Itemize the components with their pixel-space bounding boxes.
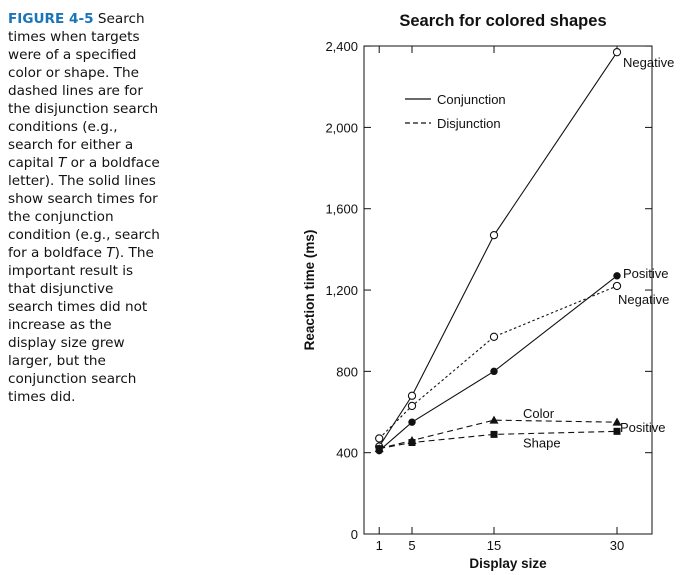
data-point-open-circle [375,434,384,443]
series-layer: Negative Positive Negative Color Shape [374,48,674,455]
plot-frame [363,45,653,535]
figure-caption: FIGURE 4-5 Search times when targets wer… [8,10,160,406]
data-point-open-circle [612,48,622,57]
y-tick-label: 800 [336,364,358,379]
caption-text-2: or a boldface letter). The solid lines s… [8,155,160,261]
x-tick-label: 30 [610,538,624,553]
y-axis-label: Reaction time (ms) [302,230,317,351]
series-line [378,275,618,452]
caption-text-1: Search times when targets were of a spec… [8,11,159,171]
y-tick-label: 1,600 [325,202,358,217]
chart-title: Search for colored shapes [399,12,606,30]
data-point-filled-triangle [489,415,499,424]
figure-label: FIGURE 4-5 [8,11,94,27]
data-point-filled-square [613,427,621,435]
data-point-filled-triangle [612,417,622,426]
x-tick-label: 1 [376,538,383,553]
data-point-filled-square [490,430,498,438]
caption-italic-t-2: T [106,245,115,261]
legend: Conjunction Disjunction [405,92,506,131]
y-tick-label: 2,000 [325,120,358,135]
series-annotation: Color [523,406,555,421]
data-point-filled-circle [490,367,498,376]
y-tick-label: 400 [336,446,358,461]
x-tick-label: 5 [408,538,415,553]
legend-disjunction-label: Disjunction [437,116,501,131]
series-line [378,51,618,447]
data-point-filled-circle [408,418,416,426]
x-axis-label: Display size [469,556,547,571]
data-point-open-circle [489,230,499,240]
y-tick-label: 1,200 [325,283,358,298]
data-point-filled-square [375,445,383,453]
legend-conjunction-label: Conjunction [437,92,506,107]
data-point-open-circle [489,332,499,341]
data-point-open-circle [612,281,622,291]
series-line [378,285,618,439]
caption-italic-t-1: T [57,155,67,171]
series-annotation: Shape [523,435,561,450]
data-point-open-circle [407,401,417,411]
annotation-color-shape-positive: Positive [620,420,666,435]
y-tick-label: 0 [351,527,358,542]
series-annotation: Negative [623,55,674,70]
series-annotation: Negative [618,292,669,307]
x-tick-label: 15 [487,538,501,553]
series-annotation: Positive [623,266,669,281]
caption-text-3: ). The important result is that disjunct… [8,245,154,405]
data-point-filled-square [408,439,416,447]
y-tick-label: 2,400 [325,39,358,54]
data-point-open-circle [407,391,417,400]
data-point-filled-circle [613,272,621,280]
series-line [379,430,618,450]
reaction-time-chart: Search for colored shapes 1 5 15 3004008001… [302,12,674,571]
